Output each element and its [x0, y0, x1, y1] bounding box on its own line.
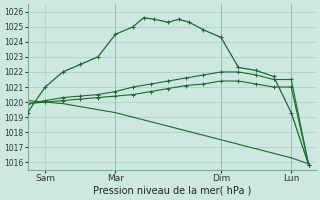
X-axis label: Pression niveau de la mer( hPa ): Pression niveau de la mer( hPa ) [92, 186, 251, 196]
